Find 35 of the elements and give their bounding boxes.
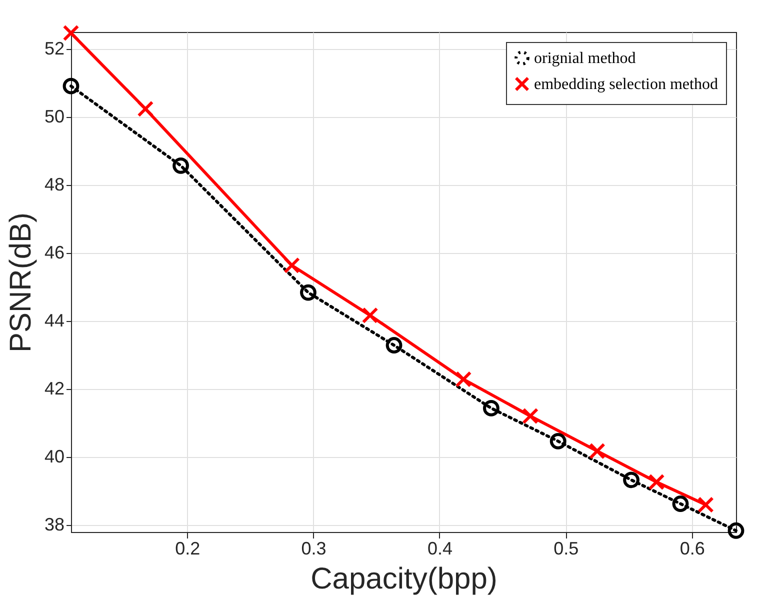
point [62,24,80,42]
point [362,307,378,324]
point [300,284,316,301]
point [550,432,566,450]
y-tick-label: 42 [44,378,64,399]
y-tick-label: 52 [44,38,64,59]
point [648,474,665,490]
point [482,400,500,416]
x-tick-label: 0.6 [680,538,705,558]
point [672,496,689,512]
point [172,157,189,174]
y-tick-label: 44 [44,310,64,331]
y-tick-label: 40 [44,446,64,467]
legend-label: orignial method [534,50,636,67]
legend-label: embedding selection method [534,76,718,93]
point [137,100,154,118]
y-tick-label: 48 [44,174,64,195]
y-tick-label: 46 [44,242,64,263]
x-tick-label: 0.2 [175,538,200,558]
point [623,472,640,488]
point [522,408,539,424]
y-axis-title: PSNR(dB) [4,212,38,353]
point [284,257,300,274]
y-tick-label: 50 [44,106,64,127]
x-tick-label: 0.3 [301,538,326,558]
x-tick-label: 0.5 [554,538,579,558]
point [698,496,714,513]
x-axis-title: Capacity(bpp) [310,562,498,596]
point [386,337,402,354]
point [728,522,744,539]
y-tick-label: 38 [44,514,64,535]
point [588,442,606,460]
point [62,78,80,94]
x-tick-label: 0.4 [427,538,452,558]
point [455,371,472,388]
